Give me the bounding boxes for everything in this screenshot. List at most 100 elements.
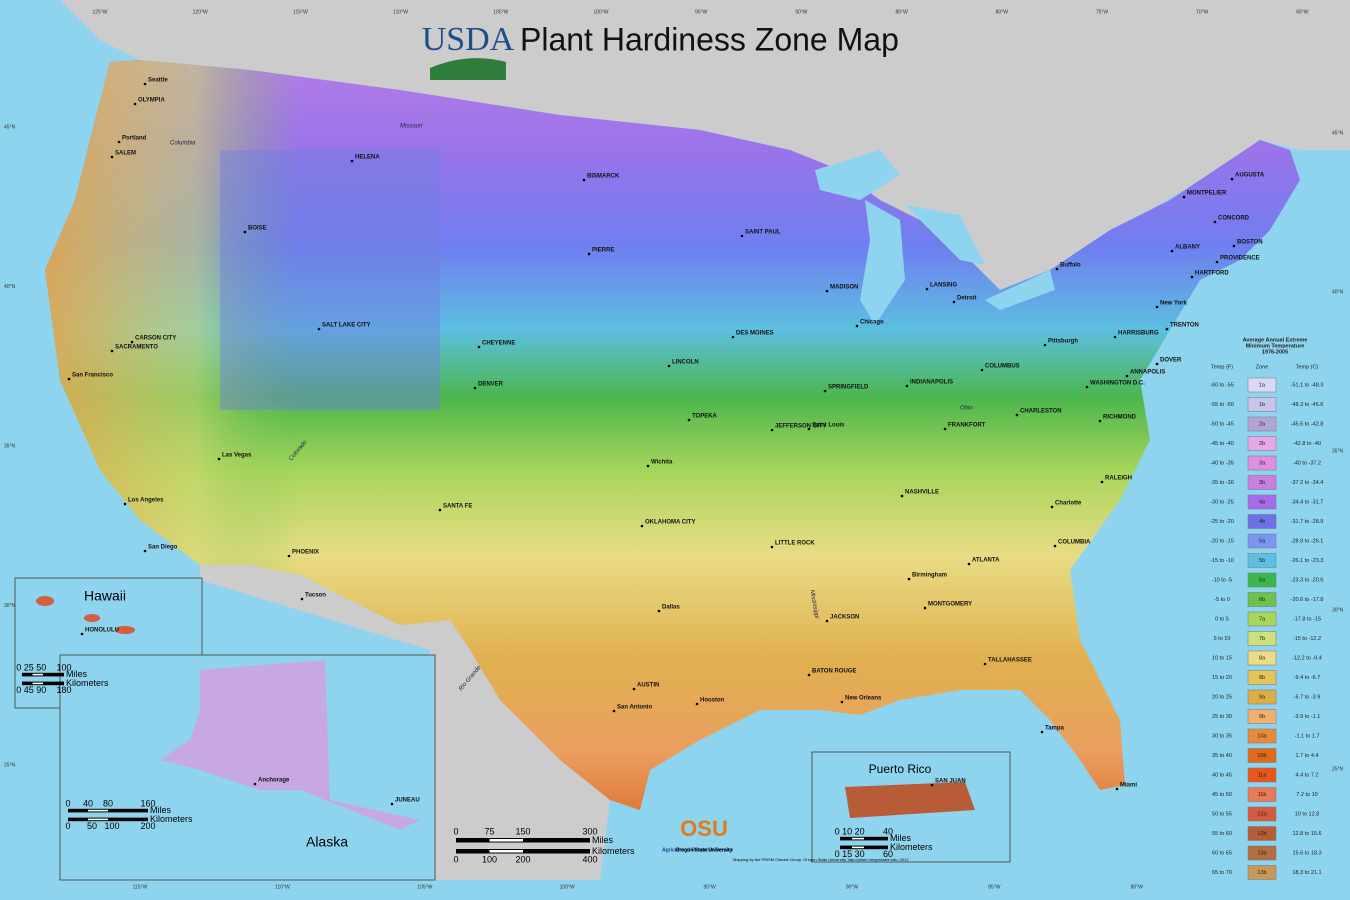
- scale-label: 300: [582, 826, 597, 836]
- great-lakes: [815, 150, 1055, 325]
- city-marker: [80, 632, 84, 636]
- legend-temp-f: 10 to 15: [1212, 655, 1232, 661]
- legend-temp-c: -1.1 to 1.7: [1295, 733, 1320, 739]
- city-label: CHARLESTON: [1020, 409, 1062, 415]
- city-marker: [1100, 480, 1104, 484]
- longitude-label: 115°W: [293, 9, 308, 15]
- legend-temp-f: -20 to -15: [1210, 538, 1234, 544]
- river-label: Mississippi: [808, 590, 819, 620]
- city-marker: [67, 377, 71, 381]
- city-marker: [133, 102, 137, 106]
- legend-swatch: [1247, 650, 1277, 666]
- scale-bar: [489, 839, 523, 842]
- legend-zone: 1b: [1259, 402, 1265, 408]
- legend-swatch: [1247, 553, 1277, 568]
- city-marker: [1165, 327, 1169, 331]
- city-label: COLUMBUS: [985, 364, 1020, 370]
- city-marker: [390, 802, 394, 806]
- legend-temp-c: -3.9 to -1.1: [1294, 714, 1321, 720]
- city-marker: [612, 709, 616, 713]
- city-marker: [477, 345, 481, 349]
- city-marker: [1050, 505, 1054, 509]
- city-marker: [1155, 305, 1159, 309]
- longitude-label: 85°W: [895, 9, 908, 15]
- legend-temp-c: -26.1 to -23.3: [1291, 558, 1324, 564]
- puerto-rico-land: [845, 782, 975, 818]
- legend-temp-c: -48.3 to -45.6: [1291, 402, 1324, 408]
- city-marker: [300, 597, 304, 601]
- city-marker: [123, 502, 127, 506]
- city-label: Miami: [1120, 783, 1137, 789]
- legend-zone: 3b: [1259, 480, 1265, 486]
- city-label: PHOENIX: [292, 550, 319, 556]
- logo-mark: [430, 58, 506, 80]
- city-label: DES MOINES: [736, 331, 774, 337]
- city-marker: [1232, 244, 1236, 248]
- city-label: LANSING: [930, 283, 957, 289]
- city-marker: [1125, 374, 1129, 378]
- city-marker: [952, 300, 956, 304]
- legend-zone: 10a: [1257, 733, 1267, 739]
- latitude-label: 40°N: [1332, 289, 1344, 295]
- scale-unit: Miles: [890, 833, 912, 843]
- city-label: ALBANY: [1175, 245, 1200, 251]
- city-label: CARSON CITY: [135, 336, 176, 342]
- city-marker: [243, 230, 247, 234]
- latitude-label: 45°N: [4, 124, 16, 130]
- city-marker: [770, 428, 774, 432]
- city-label: HELENA: [355, 155, 380, 161]
- scale-label: 40: [883, 826, 893, 836]
- city-marker: [646, 464, 650, 468]
- inset-title: Puerto Rico: [869, 762, 932, 776]
- osu-logo: OSU: [680, 816, 728, 841]
- legend-swatch: [1247, 455, 1277, 471]
- legend-temp-c: 12.8 to 15.6: [1292, 831, 1321, 837]
- legend-temp-f: 30 to 35: [1212, 733, 1232, 739]
- city-marker: [632, 687, 636, 691]
- legend-temp-f: -55 to -50: [1210, 402, 1234, 408]
- city-label: COLUMBIA: [1058, 540, 1091, 546]
- legend-zone: 2b: [1259, 441, 1265, 447]
- city-label: DOVER: [1160, 358, 1182, 364]
- city-marker: [317, 327, 321, 331]
- scale-unit: Miles: [66, 669, 88, 679]
- scale-label: 75: [484, 826, 494, 836]
- legend-swatch: [1247, 494, 1277, 510]
- city-label: Houston: [700, 698, 725, 704]
- city-marker: [825, 289, 829, 293]
- scale-bar: [32, 682, 43, 685]
- city-label: NASHVILLE: [905, 490, 939, 496]
- city-label: TOPEKA: [692, 414, 718, 420]
- scale-unit: Miles: [592, 835, 614, 845]
- city-marker: [967, 562, 971, 566]
- city-marker: [1055, 267, 1059, 271]
- scale-unit: Kilometers: [890, 842, 933, 852]
- city-marker: [1113, 335, 1117, 339]
- legend-temp-f: -45 to -40: [1210, 441, 1234, 447]
- city-label: TALLAHASSEE: [988, 658, 1032, 664]
- city-marker: [1115, 787, 1119, 791]
- city-label: Birmingham: [912, 573, 947, 579]
- city-label: Charlotte: [1055, 501, 1082, 507]
- osu-name: Oregon State University: [676, 847, 733, 853]
- city-marker: [1170, 249, 1174, 253]
- legend-swatch: [1247, 397, 1277, 412]
- legend-temp-c: -9.4 to -6.7: [1294, 675, 1321, 681]
- scale-label: 80: [103, 798, 113, 808]
- legend-swatch: [1247, 416, 1277, 432]
- city-label: SALT LAKE CITY: [322, 323, 371, 329]
- city-marker: [438, 508, 442, 512]
- legend-zone: 5b: [1259, 558, 1265, 564]
- legend-zone: 11b: [1258, 792, 1267, 798]
- city-label: MONTPELIER: [1187, 191, 1227, 197]
- legend-zone: 7b: [1259, 636, 1265, 642]
- city-label: Dallas: [662, 605, 680, 611]
- river-label: Ohio: [960, 406, 973, 412]
- longitude-label: 65°W: [1296, 9, 1309, 15]
- legend-zone: 6b: [1259, 597, 1265, 603]
- city-label: HONOLULU: [85, 628, 119, 634]
- scale-label: 40: [83, 798, 93, 808]
- alaska-land: [160, 660, 420, 830]
- scale-label: 180: [56, 685, 71, 695]
- legend-swatch: [1247, 572, 1277, 588]
